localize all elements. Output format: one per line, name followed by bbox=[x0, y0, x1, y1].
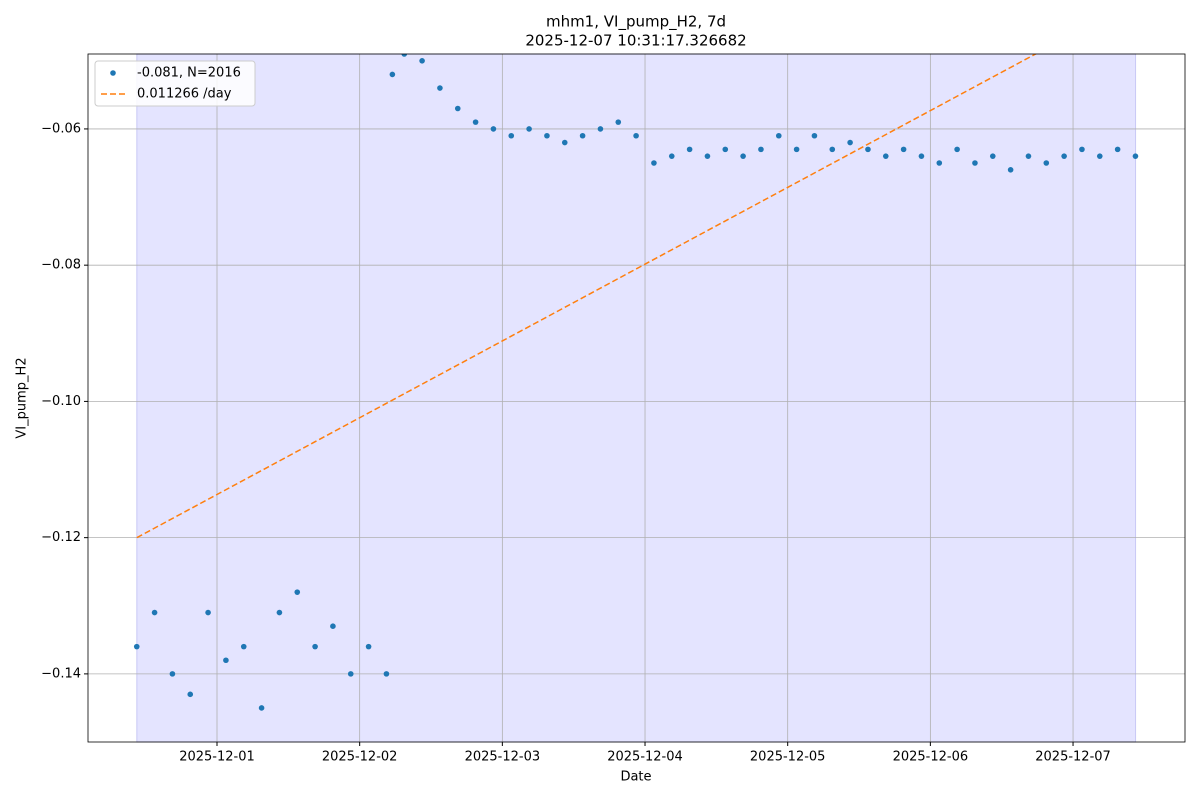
axes-frame bbox=[87, 53, 1186, 743]
point bbox=[1132, 153, 1139, 159]
point bbox=[579, 132, 586, 139]
point bbox=[1043, 160, 1050, 166]
point bbox=[347, 671, 354, 677]
point bbox=[651, 160, 657, 166]
point bbox=[972, 160, 978, 166]
y-tick-label: −0.08 bbox=[41, 258, 81, 273]
legend-box bbox=[94, 60, 256, 107]
x-tick-label: 2025-12-06 bbox=[893, 750, 969, 765]
point bbox=[169, 671, 176, 677]
point bbox=[258, 705, 265, 711]
point bbox=[865, 146, 871, 153]
point bbox=[668, 153, 675, 159]
point bbox=[330, 623, 336, 629]
point bbox=[1061, 153, 1067, 159]
point bbox=[240, 643, 247, 650]
y-tick-label: −0.14 bbox=[41, 666, 81, 681]
point bbox=[312, 643, 318, 650]
point bbox=[633, 132, 639, 139]
point bbox=[508, 132, 515, 139]
legend-marker bbox=[110, 70, 116, 76]
x-tick-label: 2025-12-07 bbox=[1035, 750, 1111, 765]
point bbox=[775, 132, 782, 139]
point bbox=[490, 126, 497, 132]
point bbox=[740, 153, 746, 159]
point bbox=[758, 146, 764, 153]
point bbox=[704, 153, 711, 159]
point bbox=[1025, 153, 1032, 159]
x-tick-label: 2025-12-02 bbox=[322, 750, 398, 765]
point bbox=[472, 119, 479, 125]
point bbox=[1007, 167, 1014, 173]
point bbox=[1079, 146, 1085, 153]
point bbox=[133, 643, 140, 650]
x-axis-label: Date bbox=[620, 770, 651, 785]
y-tick-label: −0.06 bbox=[41, 121, 81, 136]
legend-label: -0.081, N=2016 bbox=[137, 66, 241, 81]
x-tick-label: 2025-12-05 bbox=[750, 750, 826, 765]
point bbox=[1096, 153, 1103, 159]
point bbox=[561, 139, 568, 146]
y-tick-label: −0.10 bbox=[41, 394, 81, 409]
y-axis-label: VI_pump_H2 bbox=[15, 357, 30, 438]
shaded-span bbox=[136, 53, 1137, 743]
point bbox=[954, 146, 960, 153]
chart-subtitle: 2025-12-07 10:31:17.326682 bbox=[525, 32, 746, 50]
point bbox=[389, 71, 396, 78]
y-tick-label: −0.12 bbox=[41, 530, 81, 545]
point bbox=[847, 139, 853, 146]
point bbox=[401, 54, 408, 57]
point bbox=[187, 691, 194, 698]
point bbox=[419, 58, 425, 64]
point bbox=[829, 146, 836, 153]
point bbox=[936, 160, 943, 166]
chart-title: mhm1, VI_pump_H2, 7d bbox=[546, 13, 726, 32]
point bbox=[793, 146, 800, 153]
x-tick-label: 2025-12-04 bbox=[607, 750, 683, 765]
point bbox=[615, 119, 622, 125]
point bbox=[989, 153, 996, 159]
trend-line bbox=[136, 54, 1038, 539]
point bbox=[686, 146, 693, 153]
point bbox=[526, 126, 532, 132]
point bbox=[454, 105, 461, 112]
point bbox=[918, 153, 925, 159]
point bbox=[151, 609, 158, 616]
point bbox=[365, 643, 372, 650]
point bbox=[544, 132, 550, 139]
point bbox=[597, 126, 604, 132]
point bbox=[437, 85, 443, 91]
point bbox=[294, 589, 301, 595]
point bbox=[722, 146, 729, 153]
point bbox=[900, 146, 907, 153]
point bbox=[276, 609, 283, 616]
point bbox=[383, 671, 390, 677]
x-tick-label: 2025-12-01 bbox=[179, 750, 255, 765]
point bbox=[205, 609, 211, 616]
point bbox=[882, 153, 889, 159]
point bbox=[1114, 146, 1121, 153]
legend-label: 0.011266 /day bbox=[137, 87, 232, 102]
point bbox=[223, 657, 229, 664]
point bbox=[811, 132, 818, 139]
plot-area bbox=[133, 54, 1139, 711]
x-tick-label: 2025-12-03 bbox=[465, 750, 541, 765]
